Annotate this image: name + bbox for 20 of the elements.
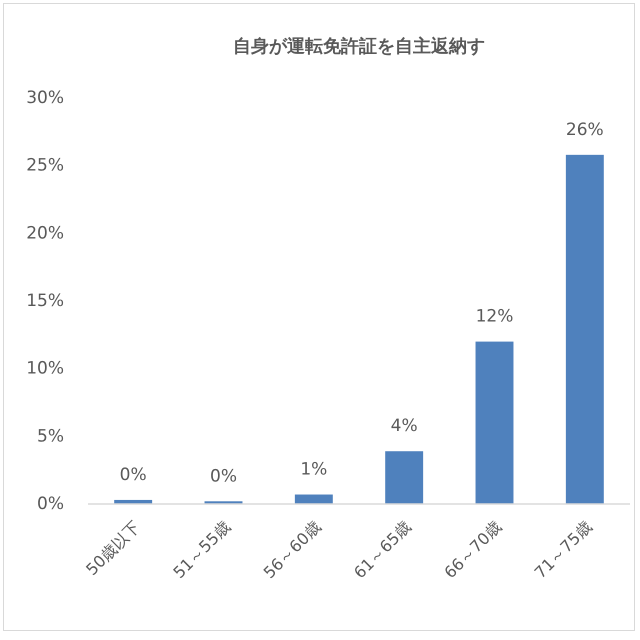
- x-tick-label: 56～60歳: [260, 517, 325, 582]
- x-tick-label: 71～75歳: [530, 517, 596, 582]
- title: 自身が運転免許証を自主返納す: [233, 36, 485, 57]
- x-tick-label: 51～55歳: [169, 517, 234, 582]
- y-tick-label: 5%: [37, 426, 64, 446]
- x-tick-label: 66～70歳: [440, 517, 506, 582]
- x-tick-label: 50歳以下: [82, 517, 144, 580]
- y-tick-label: 0%: [37, 494, 64, 514]
- y-tick-label: 15%: [26, 291, 64, 311]
- data-label: 1%: [300, 460, 328, 480]
- data-label: 0%: [210, 466, 237, 486]
- data-label: 4%: [390, 416, 418, 436]
- y-tick-label: 30%: [26, 88, 64, 108]
- y-tick-label: 20%: [26, 223, 64, 244]
- data-label: 12%: [476, 306, 514, 327]
- data-label: 26%: [566, 120, 604, 140]
- x-tick-label: 61～65歳: [350, 517, 415, 582]
- data-label: 0%: [120, 464, 147, 485]
- y-tick-label: 25%: [26, 156, 64, 176]
- y-tick-label: 10%: [26, 358, 64, 379]
